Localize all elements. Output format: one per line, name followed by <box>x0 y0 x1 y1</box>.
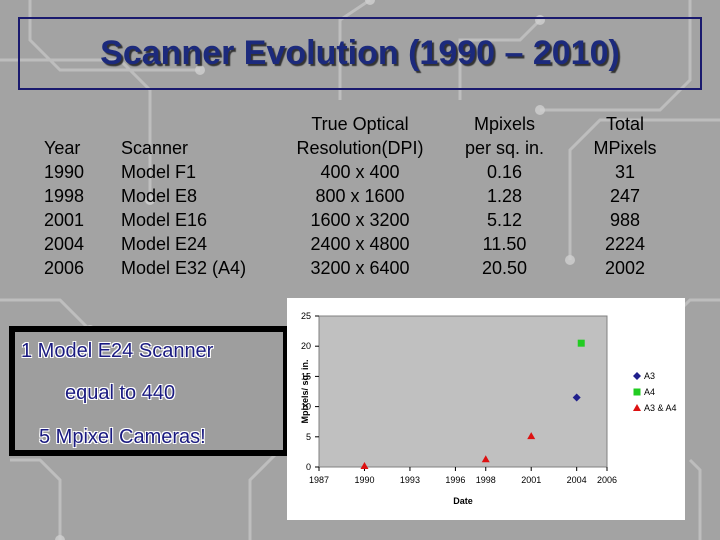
year-cell: 2004 <box>44 234 85 254</box>
legend-label: A4 <box>644 387 655 397</box>
slide-title: Scanner Evolution (1990 – 2010) <box>100 34 620 72</box>
legend-marker <box>633 372 641 380</box>
year-header: Year <box>44 138 81 158</box>
data-point <box>360 462 369 470</box>
total-cell: 31 <box>614 162 636 182</box>
y-tick-label: 5 <box>306 432 311 442</box>
mpixels-cell: 5.12 <box>486 210 523 230</box>
callout-line1: 1 Model E24 Scanner <box>21 340 214 362</box>
legend-label: A3 & A4 <box>644 403 677 413</box>
resolution-cell: 3200 x 6400 <box>310 258 410 278</box>
x-tick-label: 1987 <box>309 475 329 485</box>
x-tick-label: 1990 <box>354 475 374 485</box>
year-cell: 2006 <box>44 258 85 278</box>
callout-line2: equal to 440 <box>65 382 176 404</box>
y-tick-label: 20 <box>301 341 311 351</box>
data-point <box>481 455 490 463</box>
plot-area <box>318 315 608 468</box>
mpixels-header-line2: per sq. in. <box>464 138 545 158</box>
x-tick-label: 1993 <box>400 475 420 485</box>
resolution-cell: 1600 x 3200 <box>310 210 410 230</box>
callout-box: 1 Model E24 Scanner equal to 440 5 Mpixe… <box>9 326 289 456</box>
scanner-column: Scanner Model F1 Model E8 Model E16 Mode… <box>121 112 246 280</box>
y-tick-label: 25 <box>301 311 311 321</box>
scanner-cell: Model E16 <box>121 210 208 230</box>
x-tick-label: 2006 <box>597 475 617 485</box>
chart-panel: 0 5 10 15 20 25 1987 1990 1993 1996 1998 2001 2004 20… <box>287 298 685 520</box>
total-header-line2: MPixels <box>593 138 657 158</box>
mpixels-cell: 20.50 <box>481 258 528 278</box>
data-point <box>577 339 585 347</box>
mpixels-cell: 1.28 <box>486 186 523 206</box>
year-column: Year 1990 1998 2001 2004 2006 <box>44 112 84 280</box>
legend-label: A3 <box>644 371 655 381</box>
scatter-chart: 0 5 10 15 20 25 1987 1990 1993 1996 1998 2001 2004 20… <box>300 311 677 506</box>
resolution-header-line2: Resolution(DPI) <box>296 138 424 158</box>
y-tick-label: 0 <box>306 462 311 472</box>
year-cell: 2001 <box>44 210 85 230</box>
data-point <box>572 393 581 402</box>
total-cell: 2002 <box>604 258 646 278</box>
x-tick-label: 1998 <box>476 475 496 485</box>
y-tick-label: 15 <box>301 371 311 381</box>
callout-line3: 5 Mpixel Cameras! <box>39 426 206 448</box>
mpixels-cell: 11.50 <box>482 234 527 254</box>
total-header-line1: Total <box>605 114 645 134</box>
title-box: Scanner Evolution (1990 – 2010) <box>18 17 702 90</box>
y-axis-label: Mpixels/ sq. in. <box>300 359 310 423</box>
scanner-cell: Model E8 <box>121 186 198 206</box>
total-column: Total MPixels 31 247 988 2224 2002 <box>580 112 670 280</box>
resolution-column: True Optical Resolution(DPI) 400 x 400 8… <box>280 112 440 280</box>
x-tick-label: 2004 <box>567 475 587 485</box>
data-point <box>527 432 536 440</box>
scanner-cell: Model E32 (A4) <box>121 258 247 278</box>
scanner-header: Scanner <box>121 138 189 158</box>
resolution-cell: 800 x 1600 <box>315 186 405 206</box>
year-cell: 1998 <box>44 186 85 206</box>
total-cell: 988 <box>609 210 641 230</box>
resolution-header-line1: True Optical <box>311 114 409 134</box>
x-tick-label: 2001 <box>521 475 541 485</box>
scanner-cell: Model E24 <box>121 234 208 254</box>
mpixels-column: Mpixels per sq. in. 0.16 1.28 5.12 11.50… <box>452 112 557 280</box>
total-cell: 247 <box>609 186 641 206</box>
legend-marker <box>633 388 641 396</box>
resolution-cell: 2400 x 4800 <box>310 234 410 254</box>
year-cell: 1990 <box>44 162 85 182</box>
total-cell: 2224 <box>604 234 646 254</box>
scanner-cell: Model F1 <box>121 162 197 182</box>
x-axis-label: Date <box>453 496 473 506</box>
x-tick-label: 1996 <box>445 475 465 485</box>
legend-marker <box>633 404 641 411</box>
resolution-cell: 400 x 400 <box>320 162 400 182</box>
y-tick-label: 10 <box>301 402 311 412</box>
mpixels-cell: 0.16 <box>486 162 523 182</box>
mpixels-header-line1: Mpixels <box>473 114 535 134</box>
